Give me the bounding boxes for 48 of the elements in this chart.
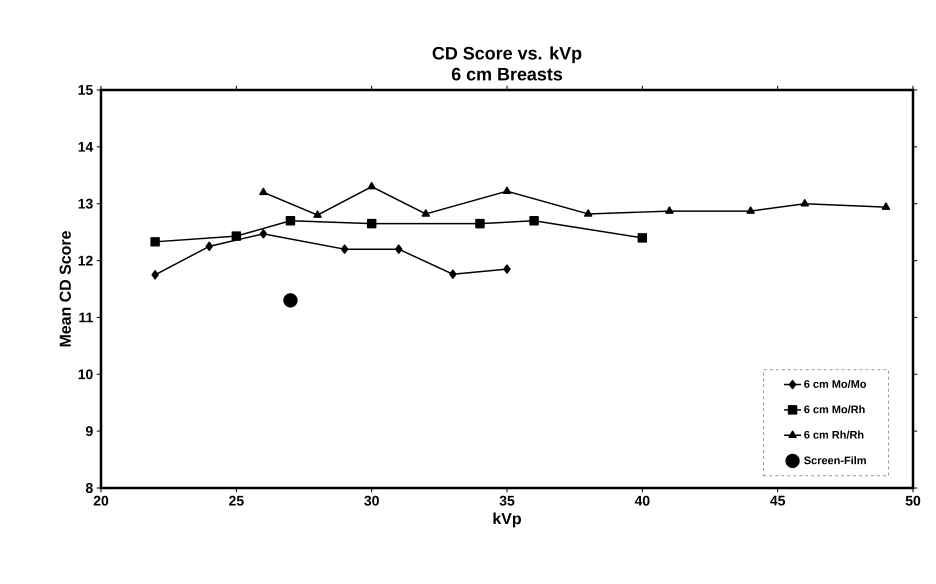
x-tick-label: 45 [770,496,786,506]
legend-label: 6 cm Mo/Rh [804,405,865,414]
point [503,264,511,274]
x-tick-label: 25 [229,496,244,506]
x-tick-label: 40 [634,496,650,506]
y-axis-title: Mean CD Score [60,231,71,346]
y-tick-label: 11 [79,312,93,322]
point [638,233,648,243]
legend-label: 6 cm Mo/Mo [804,380,866,388]
point [394,244,402,254]
point [366,218,376,228]
point [665,206,674,214]
y-tick-label: 14 [78,142,94,152]
point [340,244,348,254]
point [422,209,430,217]
y-tick-label: 15 [78,85,93,95]
point [151,270,159,280]
y-tick-label: 8 [86,483,93,493]
point [150,237,160,247]
point [800,198,809,206]
point [260,229,268,239]
x-tick-label: 30 [364,496,379,506]
point [529,216,539,226]
y-tick-label: 13 [78,198,93,209]
chart-title: CD Score vs. kVp [432,46,582,64]
point [367,182,376,190]
chart-subtitle: 6 cm Breasts [452,68,562,80]
point [259,188,268,196]
x-tick-label: 20 [94,496,108,506]
point [313,210,322,218]
legend-label: 6 cm Rh/Rh [804,430,864,439]
point [584,209,592,217]
point [206,242,214,252]
x-tick-label: 35 [500,496,514,506]
point [286,216,296,226]
point [232,231,242,241]
point [475,218,485,228]
x-axis-title: kVp [493,512,521,528]
x-tick-label: 50 [906,496,920,506]
y-tick-label: 12 [78,256,93,266]
point [283,293,298,308]
point [502,186,512,194]
point [449,269,457,279]
legend-label: Screen-Film [804,456,866,464]
point [746,206,755,214]
y-tick-label: 10 [78,369,93,380]
point [882,202,890,210]
y-tick-label: 9 [86,426,93,436]
